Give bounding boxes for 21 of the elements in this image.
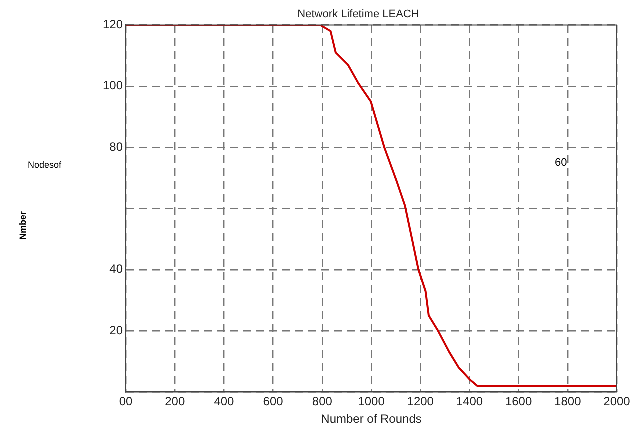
annotation: 60: [555, 157, 568, 169]
y-tick-label: 100: [102, 78, 124, 93]
x-tick-label: 1000: [358, 394, 386, 409]
x-tick-label: 800: [312, 394, 333, 409]
y-tick-label: 20: [110, 323, 124, 338]
x-tick-label: 1200: [407, 394, 434, 409]
x-tick-label: 1400: [456, 394, 484, 409]
x-axis-title: Number of Rounds: [321, 412, 422, 426]
chart-title: Network Lifetime LEACH: [298, 8, 420, 21]
text: Nmber: [18, 211, 28, 240]
x-tick-label: 00: [119, 394, 134, 409]
y-tick-label: 40: [110, 262, 124, 276]
x-tick-label: 600: [263, 394, 284, 409]
text: Nodesof: [28, 160, 62, 170]
x-tick-label: 400: [214, 394, 235, 409]
x-tick-label: 1600: [505, 394, 532, 409]
y-tick-label: 120: [102, 18, 124, 32]
x-tick-label: 2000: [604, 394, 631, 409]
y-tick-label: 80: [110, 140, 124, 154]
x-tick-label: 200: [165, 394, 186, 409]
x-tick-label: 1800: [554, 394, 582, 409]
